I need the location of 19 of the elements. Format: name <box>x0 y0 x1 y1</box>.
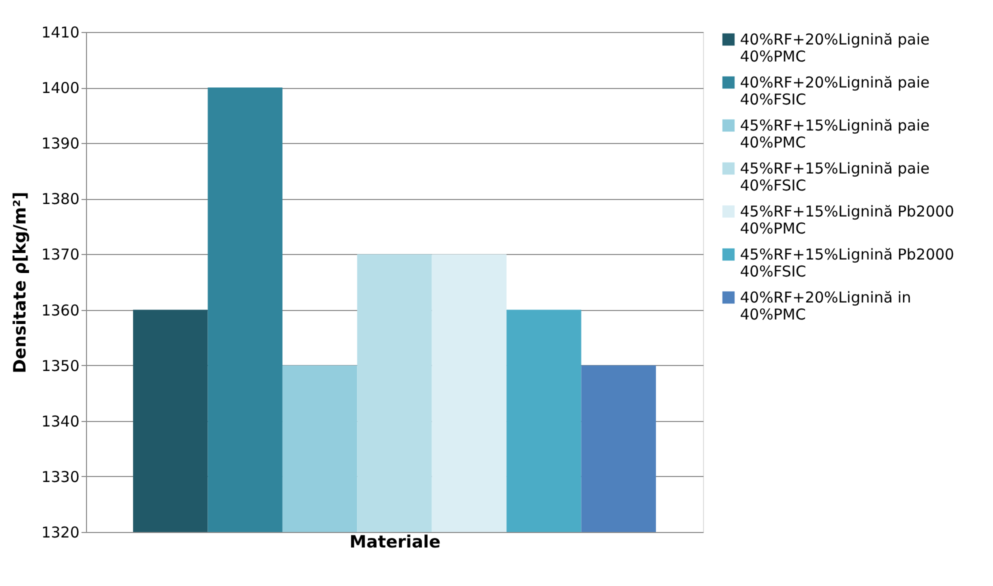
y-tick-label: 1370 <box>41 246 80 264</box>
y-tick-label: 1410 <box>41 24 80 42</box>
y-tick-label: 1320 <box>41 524 80 542</box>
legend-label: 40%RF+20%Lignină paie 40%FSIC <box>740 74 930 108</box>
legend-label: 45%RF+15%Lignină Pb2000 40%PMC <box>740 202 954 238</box>
legend-label: 45%RF+15%Lignină Pb2000 40%FSIC <box>740 246 954 280</box>
y-tick-label: 1330 <box>41 468 80 486</box>
legend-label: 45%RF+15%Lignină paie 40%PMC <box>740 116 930 152</box>
x-axis-title: Materiale <box>349 532 441 552</box>
y-tick-label: 1380 <box>41 190 80 208</box>
y-tick-label: 1360 <box>41 301 80 320</box>
y-axis-title: Densitate ρ[kg/m²] <box>10 192 30 374</box>
y-tick-label: 1340 <box>41 412 80 430</box>
y-tick-label: 1390 <box>41 134 80 153</box>
legend-label: 40%RF+20%Lignină paie 40%PMC <box>740 30 930 66</box>
y-tick-label: 1350 <box>41 356 80 375</box>
legend-label: 45%RF+15%Lignină paie 40%FSIC <box>740 160 930 194</box>
y-tick-label: 1400 <box>41 79 80 98</box>
legend-label: 40%RF+20%Lignină in 40%PMC <box>740 288 912 324</box>
